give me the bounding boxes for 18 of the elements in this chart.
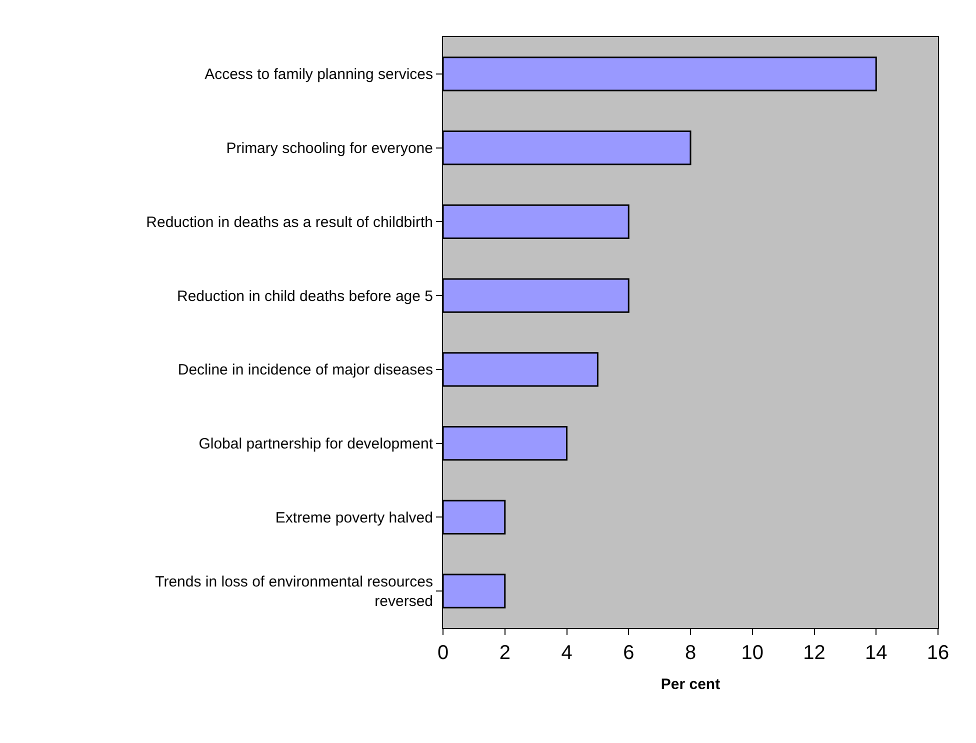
- y-tick-label: Reduction in deaths as a result of childbirth: [146, 214, 433, 231]
- x-tick-label: 8: [684, 642, 696, 664]
- x-tick-label: 16: [926, 642, 950, 664]
- x-tick-label: 0: [437, 642, 449, 664]
- y-tick-label: Extreme poverty halved: [275, 509, 433, 526]
- x-tick-label: 14: [865, 642, 888, 664]
- y-tick-label: Decline in incidence of major diseases: [178, 362, 433, 379]
- x-tick-label: 10: [741, 642, 764, 664]
- y-tick-label: Primary schooling for everyone: [226, 140, 433, 158]
- y-tick-label: Trends in loss of environmental resources reversed: [155, 574, 433, 610]
- y-tick-label: Access to family planning services: [204, 66, 433, 84]
- y-tick-label: Global partnership for development: [198, 436, 434, 453]
- x-tick-label: 2: [499, 642, 510, 664]
- x-tick-label: 4: [561, 642, 572, 664]
- y-tick-label: Reduction in child deaths before age 5: [176, 288, 433, 305]
- x-tick-label: 6: [623, 642, 634, 664]
- x-axis-title: Per cent: [660, 676, 720, 693]
- x-tick-label: 12: [803, 642, 826, 664]
